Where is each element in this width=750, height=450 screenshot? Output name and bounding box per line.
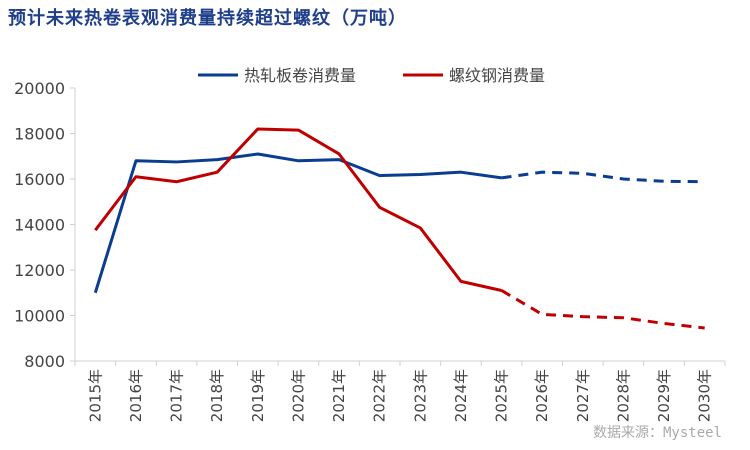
y-tick-label: 18000 <box>14 125 65 144</box>
chart-title: 预计未来热卷表观消费量持续超过螺纹（万吨） <box>8 8 407 29</box>
y-tick-label: 14000 <box>14 216 65 235</box>
y-tick-label: 16000 <box>14 170 65 189</box>
x-tick-label: 2021年 <box>330 369 348 422</box>
series-line-forecast-0 <box>501 170 705 184</box>
x-tick-label: 2022年 <box>371 369 389 422</box>
x-tick-label: 2024年 <box>452 369 470 422</box>
x-tick-label: 2020年 <box>289 369 307 422</box>
series-line-forecast-1 <box>500 289 705 330</box>
x-tick-label: 2018年 <box>208 369 226 422</box>
series-line-actual-0 <box>93 152 502 294</box>
legend-label: 热轧板卷消费量 <box>244 66 356 85</box>
x-tick-label: 2029年 <box>655 369 673 422</box>
x-tick-label: 2015年 <box>86 369 104 422</box>
x-tick-label: 2030年 <box>696 369 714 422</box>
y-tick-label: 10000 <box>14 307 65 326</box>
y-tick-label: 8000 <box>24 352 65 371</box>
x-tick-label: 2025年 <box>493 369 511 422</box>
series-line-actual-1 <box>94 127 502 292</box>
x-tick-label: 2026年 <box>533 369 551 422</box>
x-tick-label: 2027年 <box>574 369 592 422</box>
source-watermark: 数据来源：Mysteel <box>592 425 722 441</box>
x-tick-label: 2019年 <box>249 369 267 422</box>
x-tick-label: 2028年 <box>614 369 632 422</box>
x-tick-label: 2017年 <box>168 369 186 422</box>
x-tick-label: 2023年 <box>411 369 429 422</box>
y-tick-label: 12000 <box>14 261 65 280</box>
y-tick-label: 20000 <box>14 79 65 98</box>
legend-label: 螺纹钢消费量 <box>449 66 545 85</box>
x-tick-label: 2016年 <box>127 369 145 422</box>
